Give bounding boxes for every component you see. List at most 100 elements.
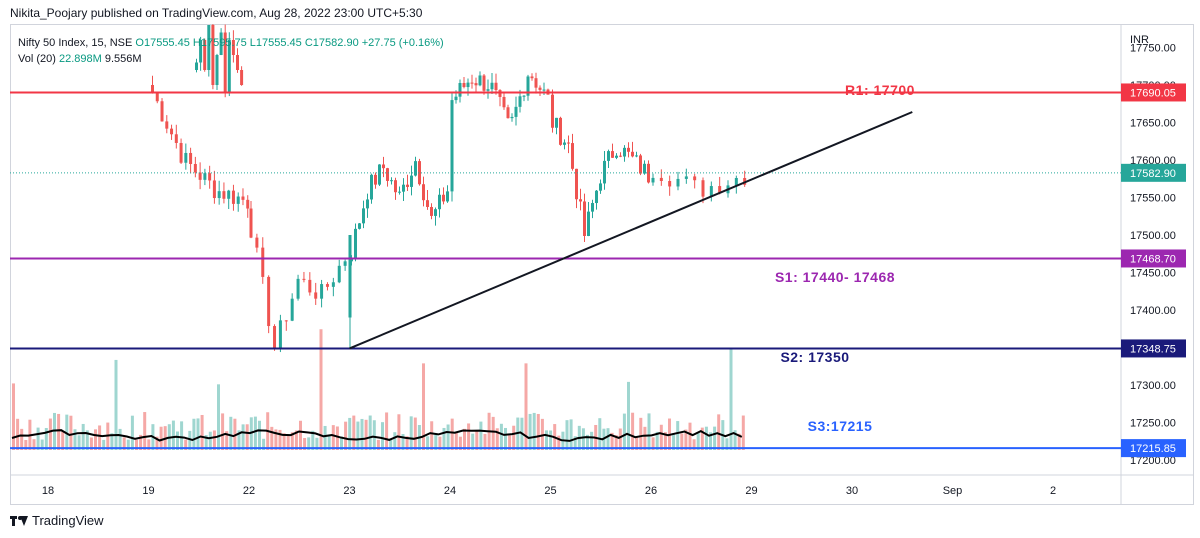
volume-bar <box>430 421 434 450</box>
candle-body <box>366 199 369 209</box>
volume-bar <box>397 414 401 450</box>
candle-body <box>684 176 688 179</box>
volume-bar <box>274 429 278 450</box>
candle-body <box>734 177 738 186</box>
volume-bar <box>299 420 302 450</box>
volume-bar <box>237 430 241 450</box>
candle-body <box>676 178 680 187</box>
volume-bar <box>126 439 130 450</box>
volume-bar <box>700 427 704 450</box>
volume-bar <box>413 417 417 450</box>
volume-bar <box>610 432 614 450</box>
volume-bar <box>692 439 696 450</box>
candle-body <box>506 107 510 119</box>
volume-bar <box>73 429 77 450</box>
candle-body <box>343 261 347 266</box>
publisher-line: Nikita_Poojary published on TradingView.… <box>10 6 423 20</box>
legend-change: +27.75 (+0.16%) <box>361 37 444 49</box>
candle-body <box>490 82 494 90</box>
volume-bar <box>180 421 184 450</box>
volume-bar <box>323 425 327 450</box>
candle-body <box>189 152 193 164</box>
volume-bar <box>737 433 741 450</box>
volume-bar <box>208 431 212 450</box>
volume-bar <box>69 415 73 450</box>
candle-body <box>555 117 558 128</box>
brand-name: TradingView <box>32 513 104 528</box>
candle-body <box>241 196 245 200</box>
candle-body <box>273 326 277 349</box>
candle-body <box>236 55 239 70</box>
price-tick-label: 17400.00 <box>1130 305 1176 317</box>
volume-bar <box>372 420 376 450</box>
volume-bar <box>327 435 331 450</box>
candle-body <box>486 89 490 91</box>
volume-bar <box>368 415 372 450</box>
volume-bar <box>65 414 69 450</box>
candle-body <box>643 163 646 174</box>
level-label-s1: S1: 17440- 17468 <box>775 269 895 285</box>
candle-body <box>223 32 227 93</box>
volume-bar <box>713 426 717 450</box>
volume-bar <box>155 436 159 450</box>
legend-volume-label: Vol (20) <box>18 53 56 65</box>
volume-bar <box>688 422 692 450</box>
volume-bar <box>192 418 196 450</box>
volume-bar <box>631 412 635 450</box>
candle-body <box>514 106 518 117</box>
volume-bar <box>586 434 589 450</box>
volume-bar <box>110 433 114 450</box>
volume-bar <box>434 434 438 450</box>
volume-bar <box>635 436 639 450</box>
candle-body <box>611 151 614 158</box>
last-price-badge: 17582.90 <box>1130 168 1176 180</box>
candle-body <box>668 181 672 187</box>
time-tick-label: 24 <box>444 485 456 497</box>
volume-bar <box>467 423 471 450</box>
volume-bar <box>331 425 335 450</box>
candle-body <box>240 70 244 85</box>
volume-bar <box>709 432 712 450</box>
candle-body <box>212 180 216 199</box>
volume-bar <box>659 424 663 450</box>
price-tick-label: 17750.00 <box>1130 43 1176 55</box>
candle-body <box>284 320 288 322</box>
candle-body <box>337 265 341 283</box>
volume-bar <box>24 439 28 450</box>
tradingview-brand[interactable]: TradingView <box>10 513 104 528</box>
candle-body <box>579 199 582 202</box>
candle-body <box>534 78 538 88</box>
volume-bar <box>676 421 680 450</box>
candle-body <box>394 180 397 193</box>
volume-bar <box>381 422 384 450</box>
volume-bar <box>618 428 622 450</box>
candle-body <box>583 201 586 236</box>
level-label-r1: R1: 17700 <box>845 82 915 98</box>
volume-bar <box>57 413 61 450</box>
volume-bar <box>483 433 487 450</box>
candle-body <box>314 292 318 299</box>
last-price-badge-bg <box>1121 163 1186 182</box>
candle-body <box>348 235 352 318</box>
candle-body <box>255 237 259 248</box>
price-badge-s2-bg <box>1121 339 1186 358</box>
price-tick-label: 17200.00 <box>1130 455 1176 467</box>
chart-frame[interactable] <box>10 24 1194 505</box>
candle-body <box>165 121 169 129</box>
candle-body <box>518 96 522 107</box>
candle-body <box>430 206 433 216</box>
candle-body <box>607 151 610 161</box>
volume-bar <box>40 439 44 450</box>
candle-body <box>563 142 566 145</box>
time-tick-label: 22 <box>243 485 255 497</box>
candle-body <box>193 163 197 173</box>
candle-body <box>438 194 441 210</box>
candle-body <box>198 172 202 180</box>
price-badge-r1-bg <box>1121 83 1186 102</box>
time-tick-label: 25 <box>544 485 556 497</box>
volume-bar <box>61 431 65 450</box>
volume-bar <box>249 417 253 450</box>
volume-bar <box>422 363 425 450</box>
volume-bar <box>655 431 659 450</box>
